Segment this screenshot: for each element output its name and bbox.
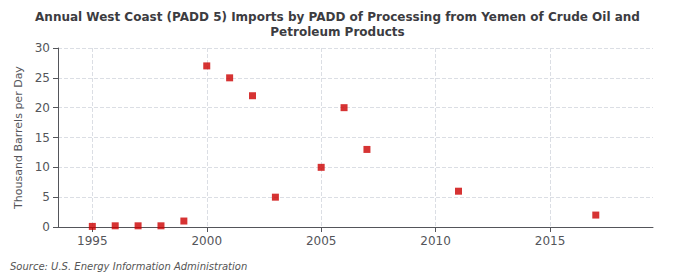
svg-text:20: 20 [35,101,50,115]
svg-text:15: 15 [35,131,50,145]
svg-text:2000: 2000 [191,234,222,248]
svg-text:0: 0 [42,220,50,234]
svg-text:Thousand Barrels per Day: Thousand Barrels per Day [12,66,25,210]
svg-text:Petroleum Products: Petroleum Products [270,25,404,39]
svg-text:Annual West Coast (PADD 5) Imp: Annual West Coast (PADD 5) Imports by PA… [35,10,640,24]
svg-text:1995: 1995 [77,234,108,248]
svg-text:Source: U.S. Energy Informatio: Source: U.S. Energy Information Administ… [10,261,247,272]
svg-text:2015: 2015 [535,234,566,248]
svg-text:10: 10 [35,160,50,174]
svg-text:30: 30 [35,41,50,55]
svg-text:5: 5 [42,190,50,204]
svg-text:2005: 2005 [306,234,337,248]
svg-text:2010: 2010 [420,234,451,248]
svg-text:25: 25 [35,71,50,85]
